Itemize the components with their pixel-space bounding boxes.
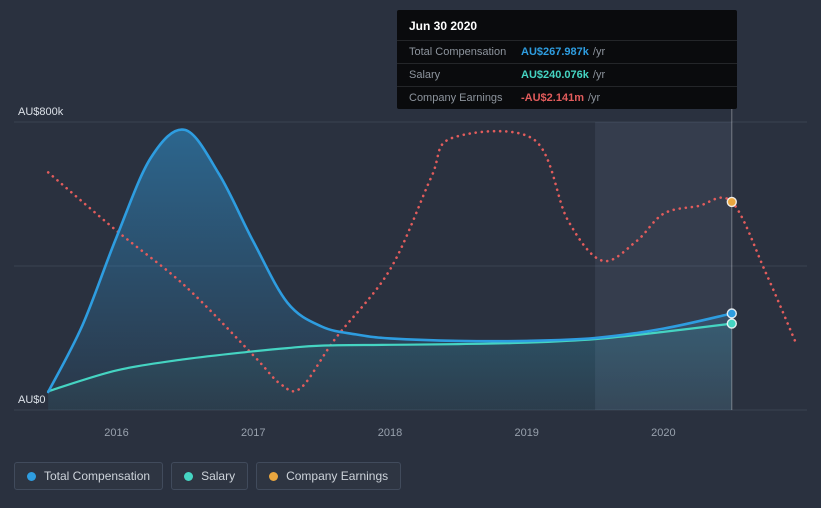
chart-plot-area[interactable]: AU$800k AU$0 2016 2017 2018 2019 2020: [0, 0, 821, 455]
tooltip-suffix: /yr: [592, 46, 606, 58]
tooltip-date: Jun 30 2020: [409, 19, 478, 33]
tooltip-row-total-compensation: Total Compensation AU$267.987k /yr: [397, 40, 737, 63]
legend-item-total-compensation[interactable]: Total Compensation: [14, 462, 164, 490]
tooltip-label: Salary: [409, 69, 441, 81]
tooltip-row-salary: Salary AU$240.076k /yr: [397, 63, 737, 86]
tooltip-value: AU$240.076k: [521, 69, 589, 81]
tooltip-suffix: /yr: [587, 92, 601, 104]
series-company-earnings-line[interactable]: [46, 129, 798, 393]
legend-label: Salary: [201, 469, 236, 483]
chart-tooltip: Jun 30 2020 Total Compensation AU$267.98…: [397, 10, 737, 109]
x-axis-label: 2019: [514, 427, 538, 439]
salary-dot-icon: [184, 471, 194, 481]
tooltip-value: AU$267.987k: [521, 46, 589, 58]
legend-label: Company Earnings: [286, 469, 389, 483]
marker-dot-salary[interactable]: [726, 318, 737, 329]
legend: Total Compensation Salary Company Earnin…: [14, 462, 402, 490]
tooltip-suffix: /yr: [592, 69, 606, 81]
y-axis-label: AU$0: [18, 394, 46, 406]
series-salary-area: [48, 323, 732, 410]
company-earnings-dot-icon: [269, 471, 279, 481]
tooltip-label: Company Earnings: [409, 92, 503, 104]
x-axis-label: 2017: [241, 427, 265, 439]
tooltip-row-company-earnings: Company Earnings -AU$2.141m /yr: [397, 86, 737, 109]
legend-item-company-earnings[interactable]: Company Earnings: [256, 462, 402, 490]
series-total-compensation-area: [48, 129, 732, 410]
tooltip-value: -AU$2.141m: [521, 92, 584, 104]
legend-label: Total Compensation: [44, 469, 151, 483]
marker-dot-company-earnings[interactable]: [726, 196, 737, 208]
y-axis-label: AU$800k: [18, 106, 64, 118]
legend-item-salary[interactable]: Salary: [171, 462, 249, 490]
total-compensation-dot-icon: [27, 471, 36, 481]
marker-dot-total-compensation[interactable]: [726, 308, 737, 319]
x-axis-label: 2018: [378, 427, 402, 439]
highlight-band: [595, 122, 732, 410]
tooltip-label: Total Compensation: [409, 46, 507, 58]
series-total-compensation-line[interactable]: [46, 128, 734, 394]
x-axis-label: 2020: [651, 427, 675, 439]
x-axis-label: 2016: [104, 427, 128, 439]
